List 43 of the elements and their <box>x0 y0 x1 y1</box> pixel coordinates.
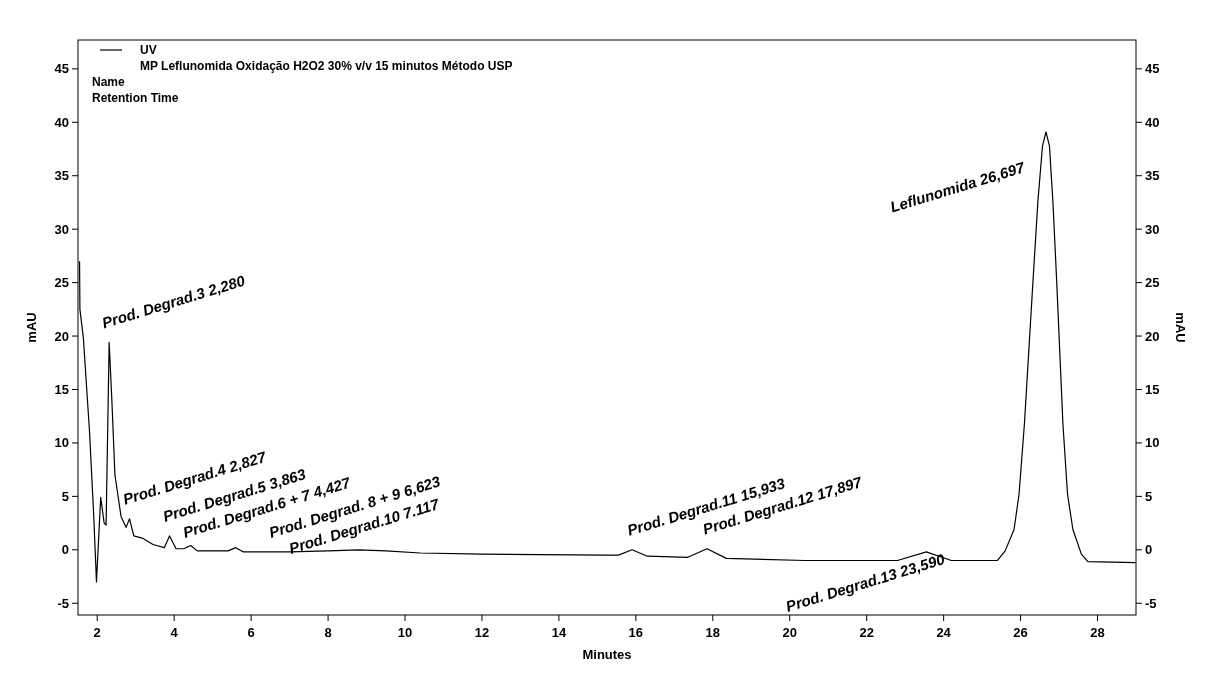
x-tick-label: 26 <box>1013 625 1028 640</box>
y-tick-label: -5 <box>57 595 69 611</box>
y-tick-label: 10 <box>54 435 69 451</box>
x-tick-label: 14 <box>551 625 567 640</box>
y-tick-label: 30 <box>54 221 69 237</box>
y-tick-label: 15 <box>54 381 69 397</box>
y2-tick-label: 5 <box>1145 488 1153 504</box>
y-tick-label: 20 <box>54 328 69 344</box>
y-tick-label: 35 <box>54 168 69 184</box>
x-tick-label: 28 <box>1090 625 1105 640</box>
x-tick-label: 24 <box>936 625 952 640</box>
y-tick-label: 0 <box>61 542 69 558</box>
y-tick-label: 45 <box>54 61 69 77</box>
y2-tick-label: 15 <box>1145 381 1160 397</box>
y2-axis-title: mAU <box>1173 312 1188 343</box>
y2-tick-label: 45 <box>1145 61 1160 77</box>
annotation: Retention Time <box>92 91 179 105</box>
y2-tick-label: -5 <box>1145 595 1157 611</box>
y2-tick-label: 35 <box>1145 168 1160 184</box>
x-tick-label: 16 <box>628 625 644 640</box>
legend-label: UV <box>140 43 157 57</box>
y-tick-label: 5 <box>61 488 69 504</box>
y2-tick-label: 10 <box>1145 435 1160 451</box>
x-tick-label: 10 <box>397 625 413 640</box>
x-tick-label: 20 <box>782 625 797 640</box>
y-tick-label: 25 <box>54 275 69 291</box>
x-axis-title: Minutes <box>582 647 632 662</box>
annotation: Name <box>92 75 126 89</box>
y2-tick-label: 40 <box>1145 114 1160 130</box>
x-tick-label: 12 <box>474 625 490 640</box>
x-tick-label: 18 <box>705 625 721 640</box>
x-tick-label: 6 <box>247 625 255 640</box>
y-axis-title: mAU <box>24 312 39 343</box>
y2-tick-label: 0 <box>1145 542 1153 558</box>
y2-tick-label: 30 <box>1145 221 1160 237</box>
x-tick-label: 4 <box>170 625 179 640</box>
y-tick-label: 40 <box>54 114 69 130</box>
y2-tick-label: 25 <box>1145 275 1160 291</box>
x-tick-label: 2 <box>93 625 101 640</box>
y2-tick-label: 20 <box>1145 328 1160 344</box>
x-tick-label: 22 <box>859 625 874 640</box>
x-tick-label: 8 <box>324 625 332 640</box>
text: MP Leflunomida Oxidação H2O2 30% v/v 15 minutos Método USP <box>140 59 513 73</box>
